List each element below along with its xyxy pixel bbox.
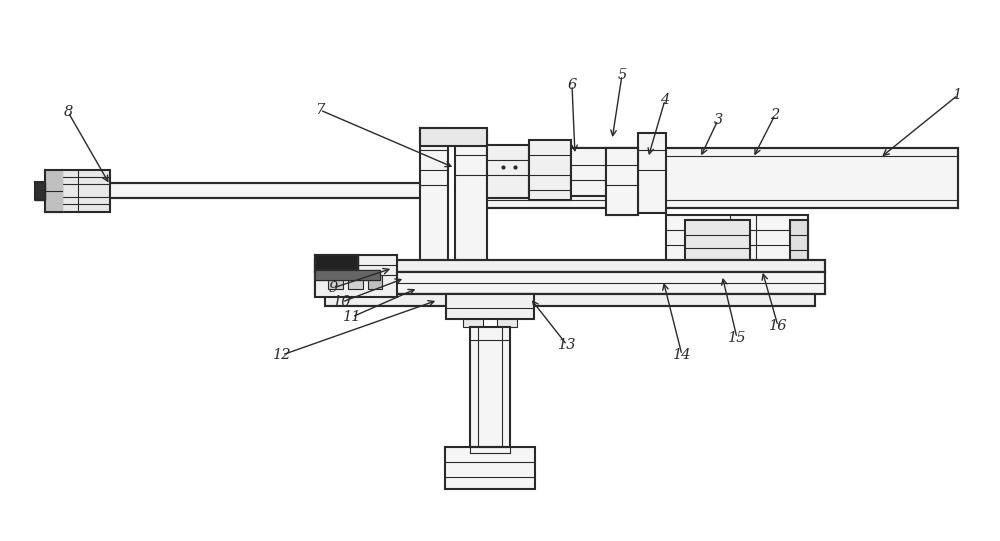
Text: 4: 4	[660, 93, 670, 107]
Text: 9: 9	[328, 281, 338, 295]
Bar	[463, 319, 483, 327]
Bar	[420, 128, 448, 286]
Bar	[368, 275, 382, 289]
Bar	[315, 260, 825, 272]
Bar	[445, 447, 535, 489]
Text: 2: 2	[770, 108, 780, 122]
Polygon shape	[315, 270, 380, 280]
Bar	[455, 133, 487, 286]
Text: 14: 14	[673, 348, 691, 362]
Polygon shape	[315, 255, 358, 270]
Bar	[480, 148, 958, 208]
Text: 3: 3	[713, 113, 723, 127]
Text: 11: 11	[343, 310, 361, 324]
Text: 13: 13	[558, 338, 576, 352]
Text: 12: 12	[273, 348, 291, 362]
Bar	[328, 275, 343, 289]
Bar	[606, 148, 638, 215]
Bar	[325, 294, 815, 306]
Bar	[487, 145, 529, 198]
Bar	[108, 183, 430, 198]
Bar	[529, 140, 571, 200]
Bar	[571, 148, 606, 196]
Bar	[420, 128, 487, 146]
Bar	[315, 272, 825, 294]
Text: 10: 10	[333, 295, 351, 309]
Bar	[348, 275, 363, 289]
Text: 16: 16	[769, 319, 787, 333]
Bar	[62, 170, 110, 212]
Text: 1: 1	[953, 88, 963, 102]
Text: 7: 7	[315, 103, 325, 117]
Bar	[315, 255, 397, 297]
Bar	[666, 215, 808, 280]
Text: 6: 6	[567, 78, 577, 92]
Bar	[497, 319, 517, 327]
Polygon shape	[35, 182, 45, 200]
Bar	[790, 220, 808, 265]
Bar	[446, 294, 534, 319]
Polygon shape	[45, 170, 62, 212]
Bar	[470, 327, 510, 447]
Text: 5: 5	[617, 68, 627, 82]
Bar	[638, 133, 666, 213]
Bar	[685, 220, 750, 260]
Text: 15: 15	[728, 331, 746, 345]
Text: 8: 8	[63, 105, 73, 119]
